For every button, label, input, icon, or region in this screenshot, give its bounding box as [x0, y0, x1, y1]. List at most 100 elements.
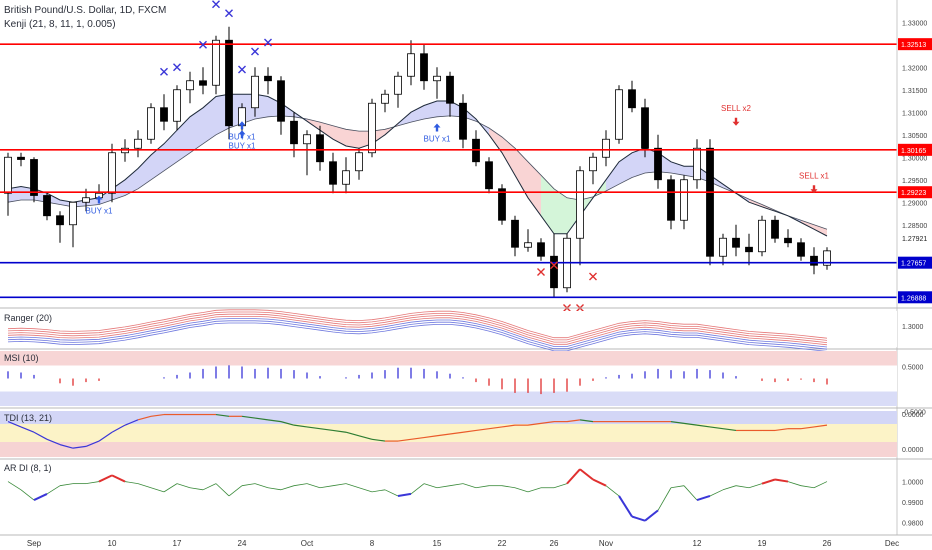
time-axis-label: 22 [498, 539, 507, 548]
candle-body [69, 201, 77, 226]
ardi-line-segment [293, 483, 308, 487]
kenji-cloud-segment [411, 105, 424, 123]
level-price-text: 1.29223 [901, 190, 926, 197]
candle-body [771, 219, 779, 239]
ardi-line-segment [306, 483, 321, 489]
tdi-line-segment [683, 422, 698, 426]
ardi-line-segment [176, 483, 191, 489]
kenji-cloud-segment [749, 199, 762, 207]
candle-body [368, 102, 376, 154]
x-marker [225, 9, 233, 18]
candle-body [160, 107, 168, 122]
ranger-band-line [7, 320, 828, 350]
ardi-line-segment [410, 483, 425, 495]
msi-tick-label: -0.5000 [902, 410, 926, 417]
level-price-tag [898, 38, 932, 51]
ardi-line-segment [605, 485, 620, 497]
ardi-line-segment [644, 509, 659, 522]
kenji-cloud-segment [515, 148, 528, 198]
ardi-line-segment [7, 481, 22, 491]
time-axis-label: 17 [173, 539, 182, 548]
tdi-line-segment [72, 445, 87, 449]
tdi-mid-zone [0, 424, 897, 442]
ranger-pane [0, 311, 897, 347]
tdi-line-segment [566, 419, 581, 423]
ardi-tick-label: 0.9900 [902, 500, 924, 507]
buy-arrow-icon [433, 123, 441, 132]
kenji-cloud-segment [489, 128, 502, 153]
tdi-line-segment [59, 444, 74, 449]
kenji-cloud-segment [424, 101, 437, 119]
tdi-line-segment [319, 428, 334, 432]
candle-body [186, 80, 194, 91]
kenji-cloud-segment [437, 101, 450, 117]
candle-body [446, 75, 454, 104]
candle-body [225, 39, 233, 127]
candle-body [641, 107, 649, 149]
ardi-line-segment [722, 485, 737, 491]
candle-body [537, 242, 545, 257]
kenji-cloud-segment [138, 155, 151, 189]
kenji-fast-line [7, 93, 828, 237]
kenji-slow-line [7, 115, 828, 230]
ardi-line-segment [631, 515, 646, 522]
ardi-line-segment [319, 485, 334, 489]
ardi-line-segment [384, 489, 399, 497]
candle-body [277, 80, 285, 122]
ardi-line-segment [254, 483, 269, 489]
tdi-line-segment [397, 438, 412, 442]
candle-body [550, 255, 558, 289]
ardi-line-segment [618, 495, 633, 518]
candle-body [316, 134, 324, 163]
main-pane [0, 2, 897, 308]
candle-body [4, 156, 12, 194]
ardi-tick-label: 1.0000 [902, 480, 924, 487]
candle-body [823, 250, 831, 266]
ardi-line-segment [98, 474, 113, 483]
ardi-line-segment [33, 493, 48, 501]
kenji-cloud-segment [203, 96, 216, 144]
ardi-line-segment [46, 485, 61, 495]
candle-body [485, 161, 493, 190]
kenji-cloud-segment [346, 129, 359, 149]
candle-body [394, 75, 402, 95]
candle-body [43, 195, 51, 217]
level-price-tag [898, 256, 932, 269]
tdi-upper-zone [0, 411, 897, 424]
kenji-cloud-segment [190, 107, 203, 153]
candle-body [82, 197, 90, 203]
ardi-line-segment [527, 487, 542, 493]
price-tick-label: 1.31000 [902, 110, 927, 117]
kenji-cloud-segment [554, 188, 567, 234]
ardi-line-segment [228, 485, 243, 497]
ardi-line-segment [670, 485, 685, 489]
ranger-band-line [7, 311, 828, 341]
candle-body [56, 215, 64, 226]
ardi-tick-label: 0.9800 [902, 521, 924, 528]
ardi-line-segment [787, 481, 802, 487]
ranger-band-line [7, 318, 828, 348]
kenji-cloud-segment [541, 175, 554, 234]
tdi-line-segment [774, 428, 789, 432]
candle-body [745, 246, 753, 253]
candle-body [589, 156, 597, 172]
candle-body [108, 152, 116, 194]
x-marker [199, 40, 207, 49]
candle-body [628, 89, 636, 109]
candle-body [667, 179, 675, 221]
tdi-line-segment [449, 431, 464, 435]
tdi-line-segment [696, 424, 711, 428]
candle-body [420, 53, 428, 82]
ardi-line-segment [280, 485, 295, 491]
tdi-line-segment [540, 421, 555, 424]
kenji-cloud-segment [606, 161, 619, 191]
ardi-line-segment [124, 481, 139, 485]
level-price-text: 1.26888 [901, 295, 926, 302]
candle-body [355, 152, 363, 172]
candle-body [147, 107, 155, 140]
tdi-line-segment [345, 431, 360, 437]
tdi-line-segment [111, 424, 126, 433]
ardi-line-segment [735, 485, 750, 489]
x-marker [173, 63, 181, 72]
